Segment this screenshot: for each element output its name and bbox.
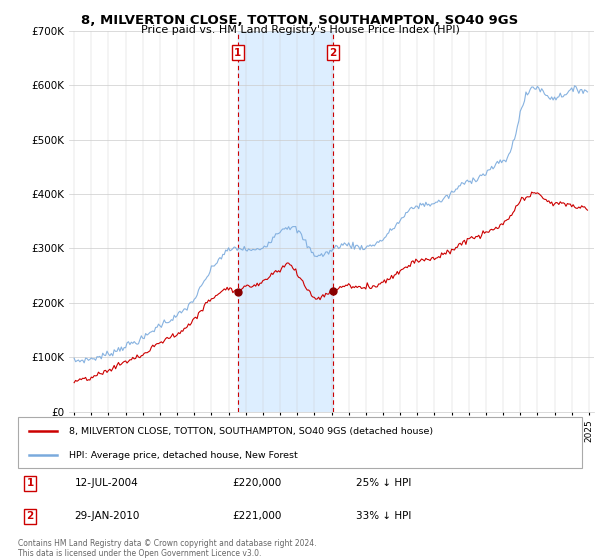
Text: 33% ↓ HPI: 33% ↓ HPI: [356, 511, 412, 521]
Text: 8, MILVERTON CLOSE, TOTTON, SOUTHAMPTON, SO40 9GS (detached house): 8, MILVERTON CLOSE, TOTTON, SOUTHAMPTON,…: [69, 427, 433, 436]
Text: 1: 1: [26, 478, 34, 488]
Text: 29-JAN-2010: 29-JAN-2010: [74, 511, 140, 521]
Text: 2: 2: [329, 48, 337, 58]
Text: 1: 1: [234, 48, 241, 58]
Text: Contains HM Land Registry data © Crown copyright and database right 2024.
This d: Contains HM Land Registry data © Crown c…: [18, 539, 317, 558]
Text: 8, MILVERTON CLOSE, TOTTON, SOUTHAMPTON, SO40 9GS: 8, MILVERTON CLOSE, TOTTON, SOUTHAMPTON,…: [82, 14, 518, 27]
Bar: [238, 31, 333, 412]
Text: £221,000: £221,000: [232, 511, 281, 521]
Text: 25% ↓ HPI: 25% ↓ HPI: [356, 478, 412, 488]
Text: HPI: Average price, detached house, New Forest: HPI: Average price, detached house, New …: [69, 450, 298, 460]
FancyBboxPatch shape: [18, 417, 582, 468]
Text: 2: 2: [26, 511, 34, 521]
Text: Price paid vs. HM Land Registry's House Price Index (HPI): Price paid vs. HM Land Registry's House …: [140, 25, 460, 35]
Text: £220,000: £220,000: [232, 478, 281, 488]
Text: 12-JUL-2004: 12-JUL-2004: [74, 478, 138, 488]
